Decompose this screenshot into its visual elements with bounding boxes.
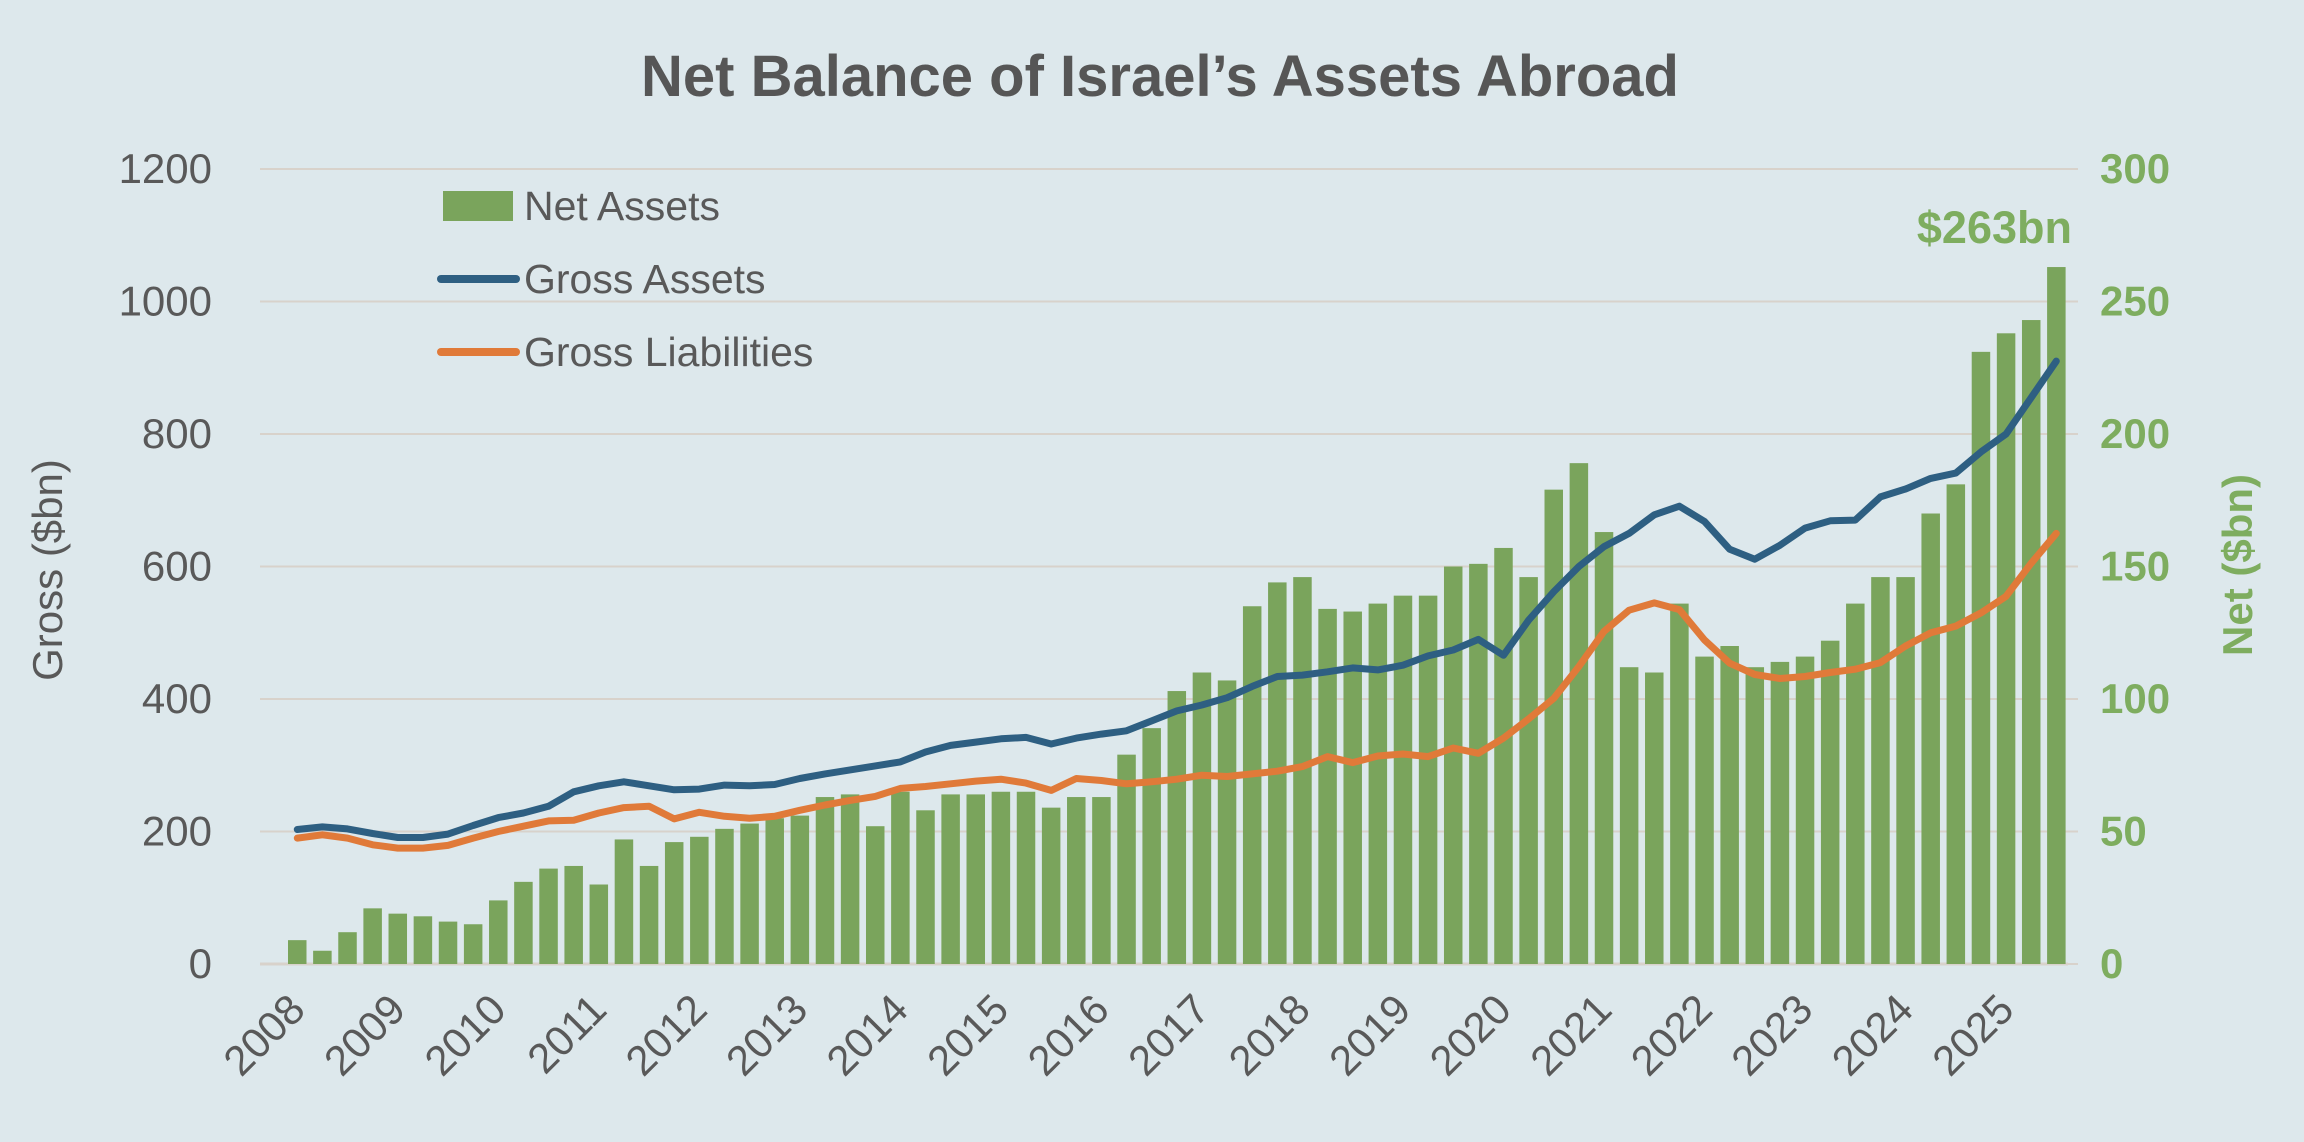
left-axis-tick-label: 400 — [142, 675, 212, 722]
net-assets-bar — [1117, 754, 1136, 964]
gross-liabilities-line — [293, 529, 2060, 852]
net-assets-bar — [1770, 661, 1790, 964]
net-assets-bar — [589, 884, 609, 964]
net-assets-bar — [1871, 577, 1890, 964]
right-axis-tick-label: 150 — [2100, 543, 2170, 590]
net-assets-bar — [1645, 672, 1664, 964]
right-axis-tick-label: 0 — [2100, 940, 2123, 987]
right-axis-tick-label: 50 — [2100, 808, 2147, 855]
net-assets-bar — [1318, 608, 1337, 964]
net-assets-bar — [2021, 320, 2041, 964]
net-assets-bar — [664, 842, 684, 964]
left-axis-title: Gross ($bn) — [24, 459, 71, 681]
net-assets-bar — [1217, 680, 1237, 964]
net-assets-bar — [865, 826, 885, 964]
gross-assets-line — [293, 357, 2060, 841]
left-axis-tick-label: 0 — [189, 940, 212, 987]
net-assets-bar — [639, 865, 659, 964]
net-assets-bar — [539, 868, 558, 964]
net-assets-bar — [564, 865, 583, 964]
last-bar-annotation: $263bn — [1917, 202, 2072, 253]
legend-label-gross_liabilities: Gross Liabilities — [524, 329, 813, 375]
legend-label-net_assets: Net Assets — [524, 183, 720, 229]
net-assets-bar — [1594, 532, 1614, 964]
net-assets-bar — [1418, 595, 1438, 964]
chart-title: Net Balance of Israel’s Assets Abroad — [641, 44, 1679, 109]
net-assets-bar — [1896, 577, 1915, 964]
net-assets-bar — [514, 881, 533, 964]
net-assets-bar — [765, 818, 784, 964]
net-assets-bar — [1996, 333, 2016, 964]
net-assets-bar — [1242, 606, 1262, 964]
net-assets-bar — [1343, 611, 1362, 964]
net-assets-bar — [313, 950, 332, 964]
net-assets-bar — [840, 794, 860, 964]
net-assets-bar — [1921, 513, 1940, 964]
left-axis-tick-label: 1200 — [119, 145, 212, 192]
net-assets-bar — [891, 791, 910, 964]
net-assets-bar — [1494, 547, 1513, 964]
net-assets-bar — [790, 815, 810, 964]
net-assets-bar — [1619, 667, 1639, 964]
net-assets-bar — [715, 828, 734, 964]
net-assets-bar — [1670, 603, 1689, 964]
right-axis-tick-label: 200 — [2100, 410, 2170, 457]
net-assets-bar — [463, 924, 483, 964]
net-assets-bar — [1695, 656, 1714, 964]
net-assets-bar — [916, 810, 935, 964]
net-assets-bar — [1544, 489, 1563, 964]
net-assets-bar — [1519, 577, 1538, 964]
net-assets-bar — [1092, 797, 1111, 964]
net-assets-bar — [1469, 563, 1488, 964]
net-assets-bar — [1443, 566, 1463, 964]
net-assets-bar — [740, 823, 759, 964]
net-assets-bar — [1393, 595, 1413, 964]
net-assets-bar — [1820, 640, 1840, 964]
net-assets-bar — [438, 921, 458, 964]
net-assets-bar — [614, 839, 634, 964]
net-assets-bar — [288, 940, 307, 964]
net-assets-bar — [338, 932, 357, 964]
net-assets-bar — [690, 836, 709, 964]
net-assets-bar — [2047, 267, 2066, 964]
net-assets-bar — [1795, 656, 1815, 964]
right-axis-title: Net ($bn) — [2214, 474, 2261, 656]
net-assets-bar — [1846, 603, 1865, 964]
left-axis-tick-label: 800 — [142, 410, 212, 457]
net-assets-bar — [941, 794, 960, 964]
left-axis-tick-label: 1000 — [119, 278, 212, 325]
net-assets-bar — [1569, 463, 1589, 964]
net-assets-bar — [388, 913, 408, 964]
net-assets-bar — [363, 908, 382, 964]
net-assets-bar — [1192, 672, 1212, 964]
legend-label-gross_assets: Gross Assets — [524, 256, 766, 302]
net-assets-bar — [1971, 351, 1991, 965]
right-axis-tick-label: 300 — [2100, 145, 2170, 192]
net-assets-bar — [1016, 791, 1036, 964]
right-axis-tick-label: 250 — [2100, 278, 2170, 325]
net-assets-bar — [1067, 797, 1086, 964]
net-assets-bar — [1142, 728, 1161, 964]
net-assets-bar — [815, 797, 835, 964]
net-assets-bar — [1720, 646, 1739, 964]
net-assets-bar — [1041, 807, 1061, 964]
right-axis-tick-label: 100 — [2100, 675, 2170, 722]
net-assets-bar — [1946, 484, 1966, 964]
net-assets-bar — [991, 791, 1011, 964]
net-assets-bar — [1167, 691, 1187, 964]
net-assets-bar — [966, 794, 986, 964]
net-assets-bar — [1368, 603, 1388, 964]
left-axis-tick-label: 200 — [142, 808, 212, 855]
legend-swatch-net-assets — [443, 191, 513, 221]
net-assets-bar — [1745, 667, 1765, 964]
left-axis-tick-label: 600 — [142, 543, 212, 590]
net-assets-bar — [489, 900, 508, 964]
net-assets-bar — [413, 916, 433, 964]
